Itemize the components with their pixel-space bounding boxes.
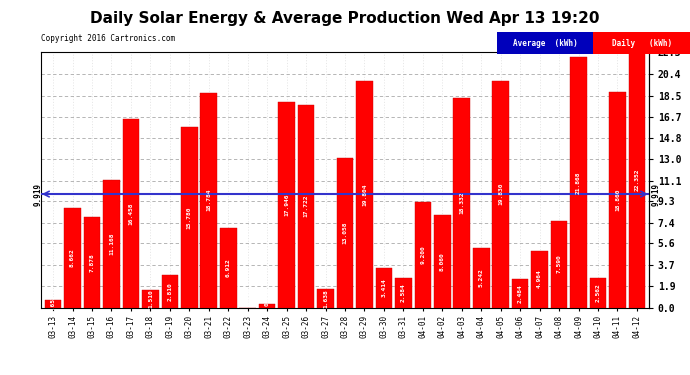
- Bar: [83, 217, 100, 308]
- Text: 18.860: 18.860: [615, 188, 620, 211]
- Bar: [123, 119, 139, 308]
- Bar: [181, 127, 197, 308]
- Bar: [201, 93, 217, 308]
- Bar: [590, 278, 607, 308]
- Text: 1.510: 1.510: [148, 290, 153, 308]
- Bar: [415, 202, 431, 308]
- Bar: [45, 300, 61, 307]
- Text: Average  (kWh): Average (kWh): [513, 39, 578, 48]
- Bar: [356, 81, 373, 308]
- Text: Daily Solar Energy & Average Production Wed Apr 13 19:20: Daily Solar Energy & Average Production …: [90, 11, 600, 26]
- Bar: [161, 275, 178, 308]
- Text: 6.912: 6.912: [226, 259, 230, 278]
- Bar: [531, 251, 548, 308]
- Text: 7.878: 7.878: [90, 253, 95, 272]
- Text: 13.058: 13.058: [342, 222, 348, 244]
- Bar: [473, 248, 489, 308]
- Text: 8.662: 8.662: [70, 249, 75, 267]
- Text: 17.722: 17.722: [304, 195, 308, 217]
- Bar: [142, 290, 159, 308]
- Bar: [298, 105, 315, 308]
- Text: 19.804: 19.804: [362, 183, 367, 206]
- Bar: [551, 221, 567, 308]
- Bar: [453, 98, 470, 308]
- Text: 2.484: 2.484: [518, 284, 522, 303]
- Bar: [104, 180, 120, 308]
- Text: 17.946: 17.946: [284, 194, 289, 216]
- Text: Daily   (kWh): Daily (kWh): [611, 39, 672, 48]
- Text: 9.919: 9.919: [33, 183, 42, 206]
- Text: 9.200: 9.200: [420, 246, 425, 264]
- Text: 0.328: 0.328: [265, 288, 270, 306]
- Text: 21.868: 21.868: [576, 171, 581, 194]
- Text: 2.584: 2.584: [401, 284, 406, 302]
- Bar: [64, 209, 81, 308]
- Bar: [317, 289, 334, 308]
- Bar: [220, 228, 237, 308]
- Bar: [395, 278, 412, 308]
- Text: 8.060: 8.060: [440, 252, 445, 271]
- Bar: [512, 279, 529, 308]
- Text: 4.964: 4.964: [537, 270, 542, 288]
- Text: 19.830: 19.830: [498, 183, 503, 206]
- Text: 18.332: 18.332: [460, 191, 464, 214]
- Text: Copyright 2016 Cartronics.com: Copyright 2016 Cartronics.com: [41, 34, 175, 43]
- Text: 15.780: 15.780: [187, 206, 192, 228]
- Text: 9.919: 9.919: [651, 183, 660, 206]
- Text: 0.000: 0.000: [245, 288, 250, 306]
- Bar: [259, 304, 275, 307]
- Bar: [278, 102, 295, 308]
- Bar: [337, 158, 353, 308]
- Text: 7.590: 7.590: [557, 255, 562, 273]
- Text: 5.242: 5.242: [479, 268, 484, 287]
- Text: 0.652: 0.652: [50, 294, 56, 313]
- Bar: [434, 215, 451, 308]
- Bar: [629, 52, 645, 308]
- Bar: [493, 81, 509, 308]
- Text: 2.810: 2.810: [168, 282, 172, 301]
- Bar: [570, 57, 586, 308]
- Text: 2.562: 2.562: [595, 284, 600, 302]
- Text: 11.168: 11.168: [109, 232, 114, 255]
- Text: 16.458: 16.458: [128, 202, 133, 225]
- Text: 3.414: 3.414: [382, 279, 386, 297]
- Text: 18.784: 18.784: [206, 189, 211, 211]
- Text: 22.352: 22.352: [634, 168, 640, 191]
- Text: 1.638: 1.638: [323, 289, 328, 308]
- Bar: [375, 268, 392, 308]
- Bar: [609, 92, 626, 308]
